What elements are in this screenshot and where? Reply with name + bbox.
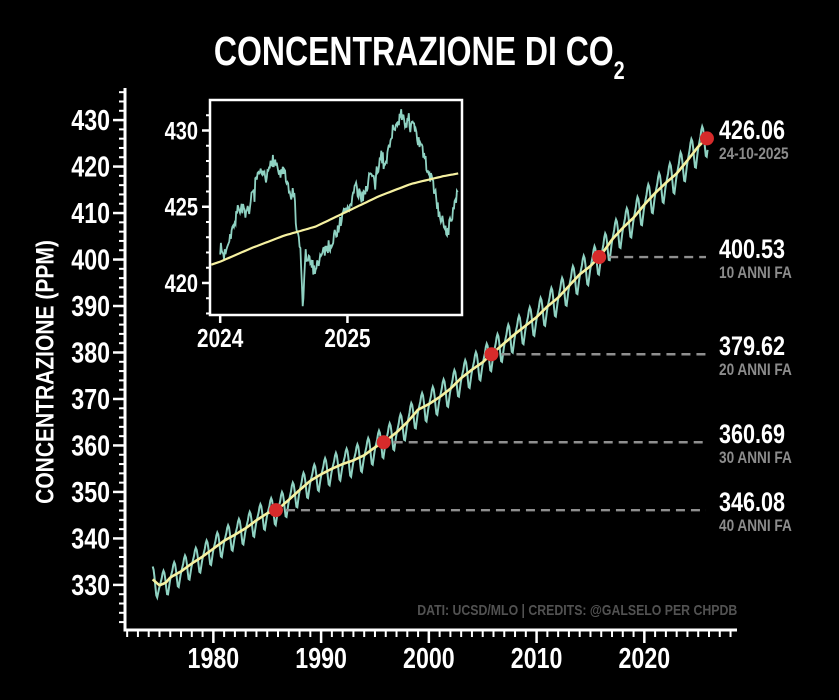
tick-label: 425 [165,194,198,222]
marker-sublabel: 40 ANNI FA [719,516,792,536]
tick-label: 2000 [403,641,455,674]
inset-x-axis: 2024 2025 [197,315,371,353]
marker-annotation-30y: 360.69 30 ANNI FA [719,419,810,468]
tick-label: 430 [71,104,110,137]
chart-title-text: CONCENTRAZIONE DI CO [214,28,614,74]
tick-label: 1980 [188,641,240,674]
credits-line: DATI: UCSD/MLO | CREDITS: @GALSELO PER C… [417,602,737,619]
marker-value: 346.08 [719,487,786,518]
tick-label: 380 [71,336,110,369]
main-trend-line [151,137,708,587]
marker-value: 360.69 [719,419,786,450]
tick-label: 340 [71,522,110,555]
tick-label: 1990 [295,641,347,674]
inset-trend-line [211,172,459,266]
chart-title-subscript: 2 [613,56,625,85]
marker-value: 379.62 [719,331,786,362]
tick-label: 2024 [197,324,243,353]
tick-label: 350 [71,475,110,508]
tick-label: 390 [71,290,110,323]
tick-label: 2025 [324,324,370,353]
tick-label: 400 [71,243,110,276]
inset-frame [208,98,464,317]
dashed-leader-lines [285,255,706,512]
tick-label: 410 [71,197,110,230]
tick-label: 330 [71,568,110,601]
marker-dots [268,131,714,518]
chart-title: CONCENTRAZIONE DI CO2 [0,28,839,83]
main-monthly-line [151,122,709,601]
tick-label: 420 [71,150,110,183]
marker-sublabel: 30 ANNI FA [719,448,792,468]
marker-annotation-latest: 426.06 24-10-2025 [719,115,806,164]
marker-value: 400.53 [719,234,786,265]
inset-plot [208,98,464,317]
inset-daily-line [219,109,459,307]
marker-annotation-40y: 346.08 40 ANNI FA [719,487,810,536]
tick-label: 370 [71,382,110,415]
marker-sublabel: 10 ANNI FA [719,263,792,283]
main-x-axis: 1980 1990 2000 2010 2020 [123,628,737,675]
marker-value: 426.06 [719,115,786,146]
marker-dot [268,503,283,518]
inset-series [211,109,459,307]
main-y-axis: 330 340 350 360 370 380 390 400 410 420 430 [71,88,127,632]
marker-dot [376,435,391,450]
tick-label: 2020 [619,641,671,674]
tick-label: 2010 [511,641,563,674]
marker-sublabel: 20 ANNI FA [719,360,792,380]
inset-y-axis: 420 425 430 [165,114,210,315]
marker-annotation-10y: 400.53 10 ANNI FA [719,234,810,283]
marker-dot [699,131,714,146]
marker-dot [592,250,607,265]
marker-sublabel: 24-10-2025 [719,144,789,164]
marker-annotation-20y: 379.62 20 ANNI FA [719,331,810,380]
tick-label: 360 [71,429,110,462]
marker-dot [484,347,499,362]
main-series [151,122,709,601]
tick-label: 420 [165,270,198,298]
tick-label: 430 [165,117,198,145]
